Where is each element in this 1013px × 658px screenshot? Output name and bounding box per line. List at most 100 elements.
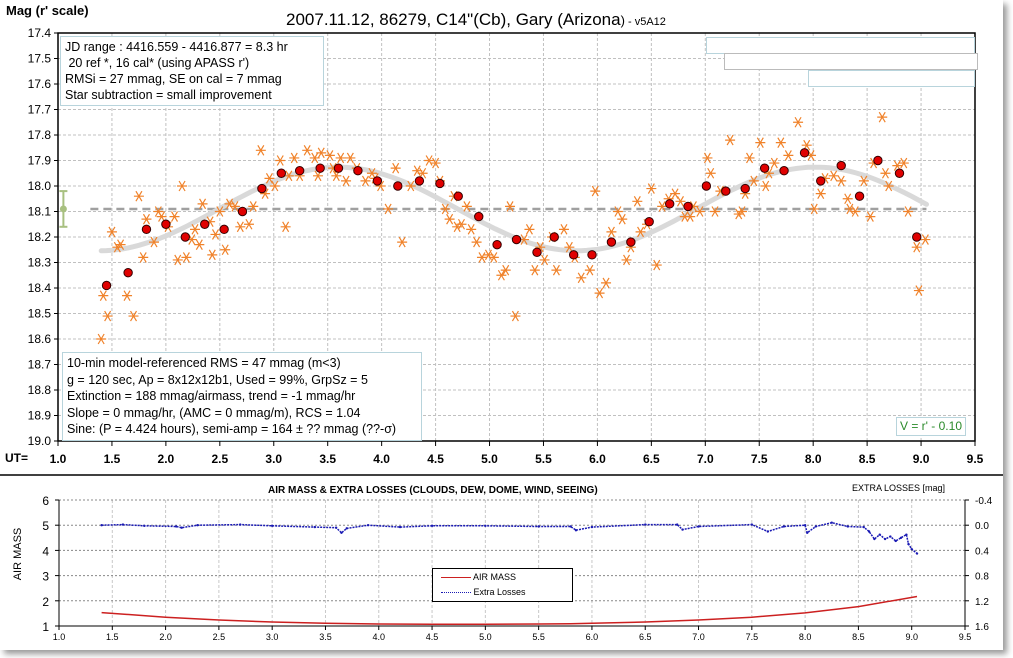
asterisk-point — [748, 175, 759, 187]
info-star-subtraction: Star subtraction = small improvement — [65, 88, 272, 102]
asterisk-point — [903, 206, 914, 217]
asterisk-point — [255, 144, 266, 156]
air-mass-axis-title: AIR MASS — [12, 527, 24, 581]
x-tick-label: 7.5 — [746, 632, 759, 642]
x-tick-label: 9.5 — [959, 632, 972, 642]
extra-losses-point — [569, 525, 572, 528]
extra-losses-point — [878, 533, 881, 536]
average-point — [101, 280, 112, 291]
asterisk-point — [210, 229, 221, 240]
asterisk-point — [466, 224, 477, 235]
asterisk-point — [280, 221, 291, 233]
legend-item-air-mass: AIR MASS — [441, 572, 516, 582]
y-tick-label: 18.1 — [28, 205, 52, 219]
asterisk-point — [141, 213, 152, 225]
asterisk-point — [877, 111, 888, 123]
x-tick-label: 3.0 — [265, 452, 282, 466]
asterisk-point — [461, 201, 472, 212]
average-point — [294, 166, 305, 176]
asterisk-point — [551, 264, 562, 276]
extra-losses-point — [910, 547, 913, 551]
asterisk-point — [207, 249, 218, 261]
average-point — [200, 219, 210, 229]
title-main: 2007.11.12, 86279, C14"(Cb), Gary (Arizo… — [286, 10, 621, 29]
y-tick-label: 18.7 — [28, 358, 52, 372]
y-tick-label: 18.0 — [28, 179, 52, 193]
asterisk-point — [229, 201, 240, 212]
asterisk-point — [621, 254, 632, 266]
asterisk-point — [911, 241, 922, 253]
asterisk-point — [476, 252, 487, 263]
y-tick-label: 17.5 — [28, 52, 52, 66]
average-point — [644, 217, 654, 227]
chart-panel — [0, 0, 1003, 650]
chart-title: 2007.11.12, 86279, C14"(Cb), Gary (Arizo… — [286, 10, 666, 30]
y-tick-label: 17.4 — [28, 26, 52, 40]
asterisk-point — [783, 150, 794, 161]
x-tick-label: 5.0 — [479, 632, 492, 642]
asterisk-point — [584, 264, 595, 276]
asterisk-point — [685, 211, 696, 222]
asterisk-point — [651, 259, 662, 271]
asterisk-point — [102, 310, 113, 322]
average-point — [721, 186, 731, 196]
y-tick-label: 4 — [42, 544, 49, 558]
legend-box-empty-3 — [808, 70, 975, 87]
x-tick-label: 6.0 — [586, 632, 599, 642]
asterisk-point — [169, 211, 180, 222]
asterisk-point — [96, 333, 107, 345]
x-tick-label: 2.0 — [159, 632, 172, 642]
y-tick-label: 19.0 — [28, 434, 52, 448]
average-point — [393, 181, 403, 191]
asterisk-point — [646, 183, 657, 194]
asterisk-point — [505, 201, 516, 212]
average-point — [759, 163, 770, 173]
asterisk-point — [769, 157, 780, 169]
ut-label: UT= — [5, 451, 29, 465]
asterisk-point — [488, 252, 499, 263]
average-point — [237, 206, 248, 217]
info-exposure: g = 120 sec, Ap = 8x12x12b1, Used = 99%,… — [67, 372, 368, 387]
asterisk-point — [289, 152, 300, 164]
asterisk-point — [858, 175, 869, 187]
extra-losses-point — [334, 526, 338, 529]
asterisk-point — [539, 254, 550, 266]
asterisk-point — [316, 147, 327, 159]
average-point — [414, 176, 425, 186]
info-sine: Sine: (P = 4.424 hours), semi-amp = 164 … — [67, 422, 397, 436]
y-tick-label: 18.4 — [28, 281, 52, 295]
asterisk-point — [235, 221, 246, 233]
asterisk-point — [383, 203, 394, 215]
title-version: - v5A12 — [624, 16, 666, 28]
asterisk-point — [793, 116, 804, 128]
extra-losses-point — [862, 525, 865, 529]
x-tick-label: 1.5 — [106, 632, 119, 642]
x-tick-label: 3.0 — [266, 632, 279, 642]
extra-losses-point — [313, 525, 317, 529]
asterisk-point — [190, 224, 201, 235]
x-tick-label: 5.0 — [481, 452, 498, 466]
x-tick-label: 8.0 — [805, 452, 822, 466]
lower-legend: AIR MASS Extra Losses — [432, 568, 573, 602]
asterisk-point — [883, 180, 894, 192]
asterisk-point — [397, 236, 408, 248]
asterisk-point — [657, 201, 668, 212]
asterisk-point — [243, 218, 254, 230]
asterisk-point — [177, 180, 188, 192]
asterisk-point — [744, 152, 755, 164]
asterisk-point — [635, 226, 646, 238]
y2-tick-label: 1.6 — [975, 622, 989, 633]
x-tick-label: 5.5 — [535, 452, 552, 466]
asterisk-point — [594, 287, 605, 299]
y-tick-label: 17.9 — [28, 154, 52, 168]
x-tick-label: 7.0 — [692, 632, 705, 642]
legend-air-mass-swatch — [441, 577, 471, 579]
title-close: ) — [620, 13, 625, 28]
asterisk-point — [702, 152, 713, 164]
average-point — [549, 232, 559, 242]
asterisk-point — [424, 155, 435, 166]
asterisk-point — [133, 190, 144, 202]
extra-losses-axis-title: EXTRA LOSSES [mag] — [852, 483, 946, 493]
asterisk-point — [283, 170, 294, 182]
